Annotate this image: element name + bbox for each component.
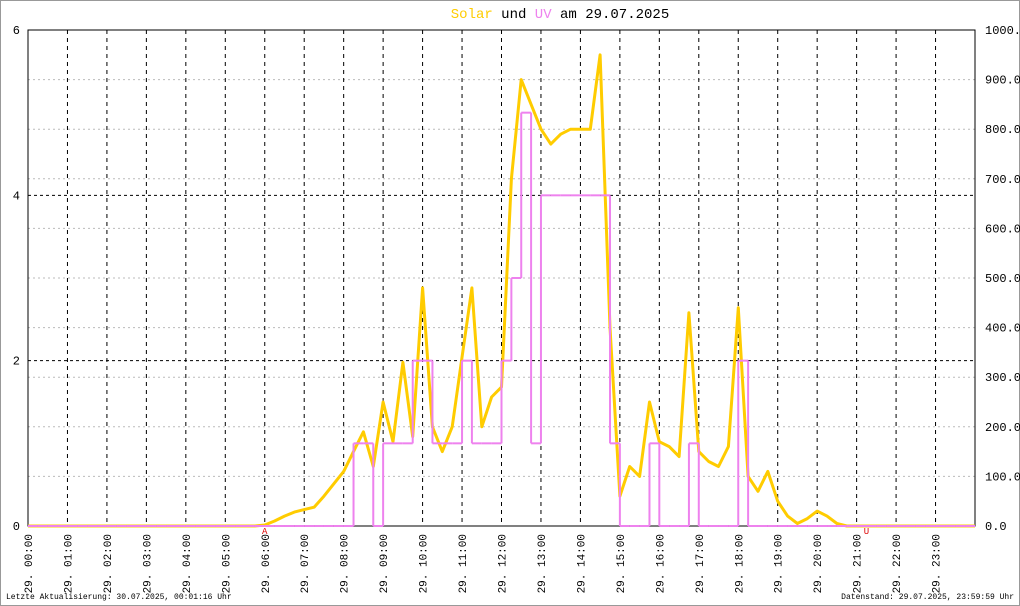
marker-label: A <box>262 527 268 537</box>
y2-tick-label: 1000.0 <box>985 24 1020 38</box>
x-tick-label: 29. 13:00 <box>537 534 549 593</box>
y2-tick-label: 600.0 <box>985 222 1020 236</box>
x-tick-label: 29. 11:00 <box>458 534 470 593</box>
title-word: und <box>501 7 526 23</box>
x-tick-label: 29. 16:00 <box>655 534 667 593</box>
x-tick-label: 29. 03:00 <box>142 534 154 593</box>
x-tick-label: 29. 01:00 <box>63 534 75 593</box>
x-tick-label: 29. 04:00 <box>182 534 194 593</box>
chart-title: Solar und UV am 29.07.2025 <box>451 7 669 23</box>
x-tick-label: 29. 08:00 <box>340 534 352 593</box>
y2-tick-label: 100.0 <box>985 470 1020 484</box>
y2-tick-label: 0.0 <box>985 520 1007 534</box>
x-tick-label: 29. 15:00 <box>616 534 628 593</box>
x-tick-label: 29. 06:00 <box>261 534 273 593</box>
x-tick-label: 29. 20:00 <box>813 534 825 593</box>
x-tick-label: 29. 22:00 <box>892 534 904 593</box>
title-uv: UV <box>535 7 552 23</box>
y2-tick-label: 900.0 <box>985 74 1020 88</box>
y2-tick-label: 300.0 <box>985 371 1020 385</box>
x-tick-label: 29. 09:00 <box>379 534 391 593</box>
x-tick-label: 29. 05:00 <box>221 534 233 593</box>
plot-border <box>27 29 976 527</box>
x-tick-label: 29. 12:00 <box>498 534 510 593</box>
x-tick-label: 29. 02:00 <box>103 534 115 593</box>
x-tick-label: 29. 14:00 <box>576 534 588 593</box>
y-tick-label: 4 <box>13 189 20 203</box>
y2-tick-label: 700.0 <box>985 173 1020 187</box>
marker-label: U <box>864 527 869 537</box>
x-tick-label: 29. 10:00 <box>419 534 431 593</box>
x-tick-label: 29. 18:00 <box>734 534 746 593</box>
y-tick-label: 6 <box>13 24 20 38</box>
y2-tick-label: 400.0 <box>985 322 1020 336</box>
x-tick-label: 29. 21:00 <box>853 534 865 593</box>
y-tick-label: 2 <box>13 355 20 369</box>
x-tick-label: 29. 19:00 <box>774 534 786 593</box>
x-tick-label: 29. 17:00 <box>695 534 707 593</box>
x-tick-label: 29. 07:00 <box>300 534 312 593</box>
title-solar: Solar <box>451 7 493 23</box>
y2-tick-label: 200.0 <box>985 421 1020 435</box>
y-tick-label: 0 <box>13 520 20 534</box>
x-tick-label: 29. 23:00 <box>932 534 944 593</box>
y2-tick-label: 800.0 <box>985 123 1020 137</box>
footer-left: Letzte Aktualisierung: 30.07.2025, 00:01… <box>6 593 232 602</box>
x-tick-label: 29. 00:00 <box>24 534 36 593</box>
title-date: am 29.07.2025 <box>560 7 669 23</box>
y2-tick-label: 500.0 <box>985 272 1020 286</box>
footer-right: Datenstand: 29.07.2025, 23:59:59 Uhr <box>841 593 1014 602</box>
